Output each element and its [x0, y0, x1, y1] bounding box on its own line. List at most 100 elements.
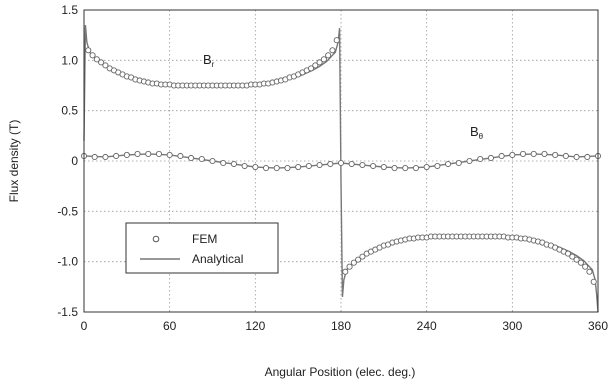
- y-tick-label: 0.5: [61, 104, 78, 118]
- legend-fem-label: FEM: [192, 232, 217, 246]
- fem-point-btheta: [305, 162, 312, 170]
- legend-analytical-label: Analytical: [192, 252, 243, 266]
- fem-point-btheta: [316, 161, 323, 169]
- fem-point-btheta: [252, 163, 259, 171]
- fem-point-btheta: [466, 157, 473, 165]
- fem-point-br: [85, 47, 92, 54]
- annotation-btheta: Bθ: [470, 124, 484, 141]
- fem-point-btheta: [155, 150, 163, 157]
- fem-point-btheta: [230, 160, 237, 168]
- fem-point-btheta: [402, 164, 409, 172]
- fem-point-btheta: [348, 160, 355, 168]
- y-tick-label: -1.0: [57, 255, 78, 269]
- series-markers: [80, 37, 602, 285]
- annotation-br-main: B: [203, 52, 212, 67]
- fem-point-btheta: [434, 162, 441, 170]
- fem-point-br: [307, 65, 315, 72]
- fem-point-btheta: [498, 152, 505, 160]
- fem-point-btheta: [509, 151, 516, 159]
- fem-point-btheta: [445, 160, 452, 168]
- annotation-br-sub: r: [212, 60, 215, 69]
- fem-point-btheta: [134, 150, 141, 157]
- y-tick-label: -0.5: [57, 204, 78, 218]
- fem-point-btheta: [370, 162, 377, 170]
- fem-point-br: [577, 259, 584, 266]
- fem-point-br: [342, 268, 349, 275]
- fem-point-btheta: [209, 157, 216, 165]
- fem-point-br: [573, 256, 580, 263]
- x-tick-label: 60: [163, 319, 177, 333]
- fem-point-btheta: [188, 154, 195, 162]
- fem-point-br: [329, 47, 336, 54]
- legend-fem-marker: [152, 235, 160, 243]
- fem-point-btheta: [273, 164, 280, 172]
- annotation-br: Br: [203, 52, 215, 69]
- fem-point-btheta: [455, 159, 462, 167]
- fem-point-br: [102, 62, 109, 69]
- fem-point-br: [325, 52, 332, 59]
- fem-point-br: [93, 56, 100, 63]
- fem-point-br: [320, 56, 327, 63]
- y-tick-label: 1.0: [61, 53, 78, 67]
- legend: FEM Analytical: [125, 222, 279, 274]
- fem-point-btheta: [541, 150, 548, 157]
- fem-point-btheta: [295, 163, 302, 171]
- fem-point-br: [582, 263, 589, 270]
- fem-point-btheta: [530, 150, 537, 157]
- fem-point-btheta: [337, 159, 345, 167]
- fem-point-btheta: [380, 163, 387, 171]
- fem-point-btheta: [102, 153, 109, 161]
- x-tick-label: 300: [502, 319, 522, 333]
- fem-point-btheta: [391, 164, 398, 172]
- fem-point-btheta: [198, 155, 205, 163]
- x-tick-label: 0: [81, 319, 88, 333]
- fem-point-br: [312, 62, 319, 69]
- x-axis-title: Angular Position (elec. deg.): [265, 365, 416, 379]
- fem-point-btheta: [166, 151, 173, 159]
- fem-point-btheta: [477, 155, 484, 163]
- y-tick-labels: -1.5 -1.0 -0.5 0 0.5 1.0 1.5: [57, 3, 78, 319]
- fem-point-br: [586, 268, 593, 275]
- fem-point-br: [569, 253, 576, 260]
- annotation-btheta-main: B: [470, 124, 479, 139]
- x-tick-labels: 0 60 120 180 240 300 360: [81, 319, 609, 333]
- y-tick-label: 0: [71, 154, 78, 168]
- fem-point-btheta: [412, 164, 420, 172]
- fem-point-btheta: [177, 152, 184, 160]
- x-tick-label: 240: [417, 319, 437, 333]
- x-tick-label: 120: [245, 319, 265, 333]
- y-axis-title: Flux density (T): [7, 120, 21, 203]
- fem-point-br: [333, 37, 340, 44]
- fem-point-br: [350, 259, 357, 266]
- x-tick-label: 180: [331, 319, 351, 333]
- fem-point-btheta: [327, 160, 334, 168]
- fem-point-br: [316, 59, 323, 66]
- fem-point-btheta: [220, 159, 227, 167]
- fem-point-br: [564, 250, 572, 257]
- svg-text:Br: Br: [203, 52, 215, 69]
- y-tick-label: 1.5: [61, 3, 78, 17]
- fem-point-btheta: [284, 164, 291, 172]
- fem-point-br: [98, 59, 105, 66]
- fem-point-btheta: [519, 150, 527, 157]
- y-tick-label: -1.5: [57, 305, 78, 319]
- fem-point-btheta: [91, 153, 98, 161]
- fem-point-br: [355, 256, 362, 263]
- svg-text:Bθ: Bθ: [470, 124, 484, 141]
- plot-frame: [83, 9, 599, 313]
- fem-point-btheta: [487, 154, 494, 162]
- fem-point-br: [590, 278, 597, 285]
- fem-point-br: [359, 253, 366, 260]
- fem-point-btheta: [123, 151, 130, 159]
- fem-point-btheta: [423, 163, 430, 171]
- fem-point-btheta: [359, 161, 366, 169]
- fem-point-btheta: [113, 152, 120, 160]
- fem-point-btheta: [262, 164, 270, 172]
- fem-point-btheta: [241, 162, 248, 170]
- fem-point-br: [346, 263, 353, 270]
- fem-point-btheta: [584, 153, 591, 161]
- fem-point-btheta: [573, 153, 580, 161]
- fem-point-br: [89, 52, 96, 59]
- fem-point-btheta: [552, 151, 559, 159]
